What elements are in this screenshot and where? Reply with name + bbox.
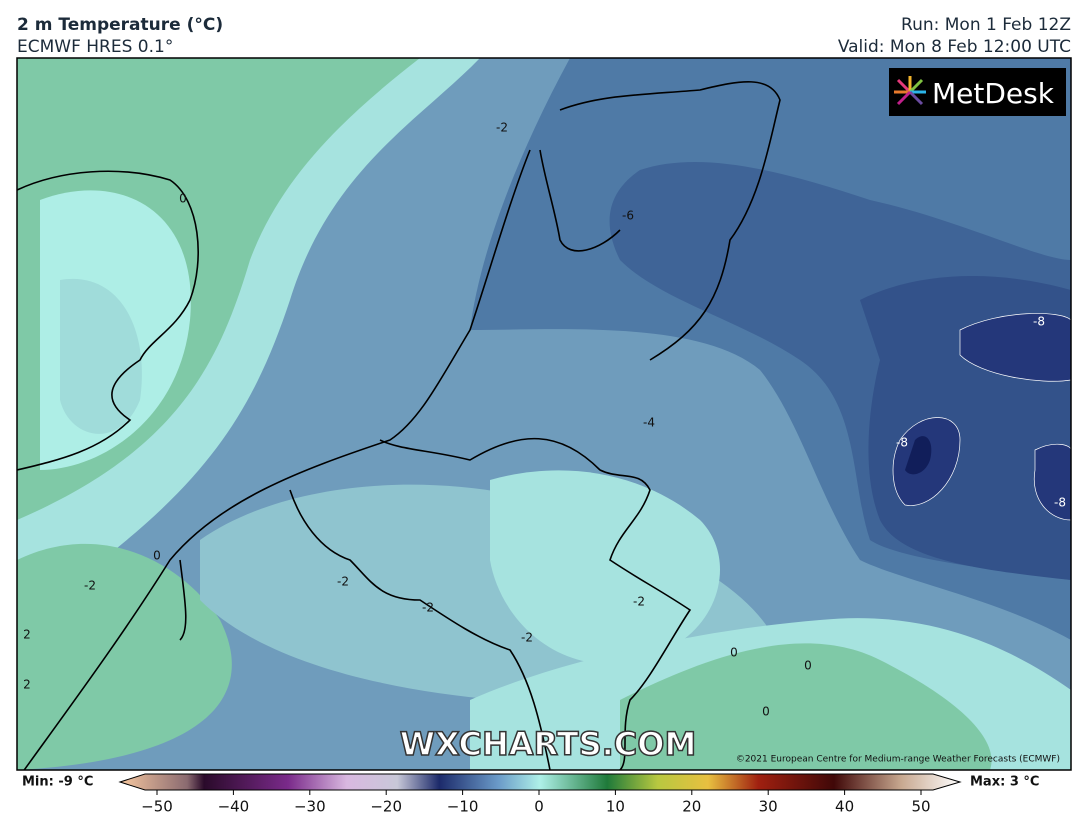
contour-label: -6 [622, 209, 634, 223]
logo-text: MetDesk [932, 77, 1055, 110]
contour-label: 0 [153, 549, 161, 563]
contour-label: -2 [422, 601, 434, 615]
colorbar-tick-label: −10 [447, 798, 479, 816]
colorbar-tick-label: 30 [759, 798, 778, 816]
colorbar-tick-label: −50 [141, 798, 173, 816]
colorbar-tick-label: −40 [218, 798, 250, 816]
colorbar-tick-label: 0 [534, 798, 544, 816]
run-time: Run: Mon 1 Feb 12Z [901, 15, 1071, 35]
contour-label: -2 [337, 575, 349, 589]
copyright: ©2021 European Centre for Medium-range W… [736, 755, 1060, 765]
colorbar-tick-label: 50 [911, 798, 930, 816]
watermark: WXCHARTS.COM [400, 725, 697, 763]
colorbar-tick-label: −20 [370, 798, 402, 816]
title: 2 m Temperature (°C) [17, 15, 223, 35]
contour-label: -2 [84, 579, 96, 593]
colorbar-tick-label: −30 [294, 798, 326, 816]
subtitle: ECMWF HRES 0.1° [17, 37, 173, 57]
colorbar-ticks: −50 −40 −30 −20 −10 0 10 20 30 40 50 [141, 790, 931, 816]
contour-label: 0 [804, 659, 812, 673]
colorbar-tick-label: 20 [682, 798, 701, 816]
colorbar [118, 773, 962, 791]
contour-label: 0 [762, 705, 770, 719]
contour-label: -8 [1054, 496, 1066, 510]
contour-label: -8 [896, 436, 908, 450]
contour-labels: -2 0 -6 -8 -4 -8 -8 0 -2 -2 -2 -2 -2 0 0 0 2 2 [23, 121, 1066, 719]
map [17, 58, 1071, 770]
colorbar-min: Min: -9 °C [22, 775, 93, 790]
colorbar-max: Max: 3 °C [970, 775, 1039, 790]
contour-label: -4 [643, 416, 655, 430]
map-frame [16, 57, 1072, 771]
colorbar-tick-label: 40 [835, 798, 854, 816]
contour-label: 0 [730, 646, 738, 660]
valid-time: Valid: Mon 8 Feb 12:00 UTC [838, 37, 1071, 57]
contour-label: -8 [1033, 315, 1045, 329]
contour-label: -2 [633, 595, 645, 609]
contour-label: 2 [23, 628, 31, 642]
colorbar-tick-label: 10 [606, 798, 625, 816]
contour-label: 2 [23, 678, 31, 692]
contour-label: 0 [179, 192, 187, 206]
contour-label: -2 [496, 121, 508, 135]
contour-label: -2 [521, 631, 533, 645]
logo-icon [894, 76, 926, 106]
